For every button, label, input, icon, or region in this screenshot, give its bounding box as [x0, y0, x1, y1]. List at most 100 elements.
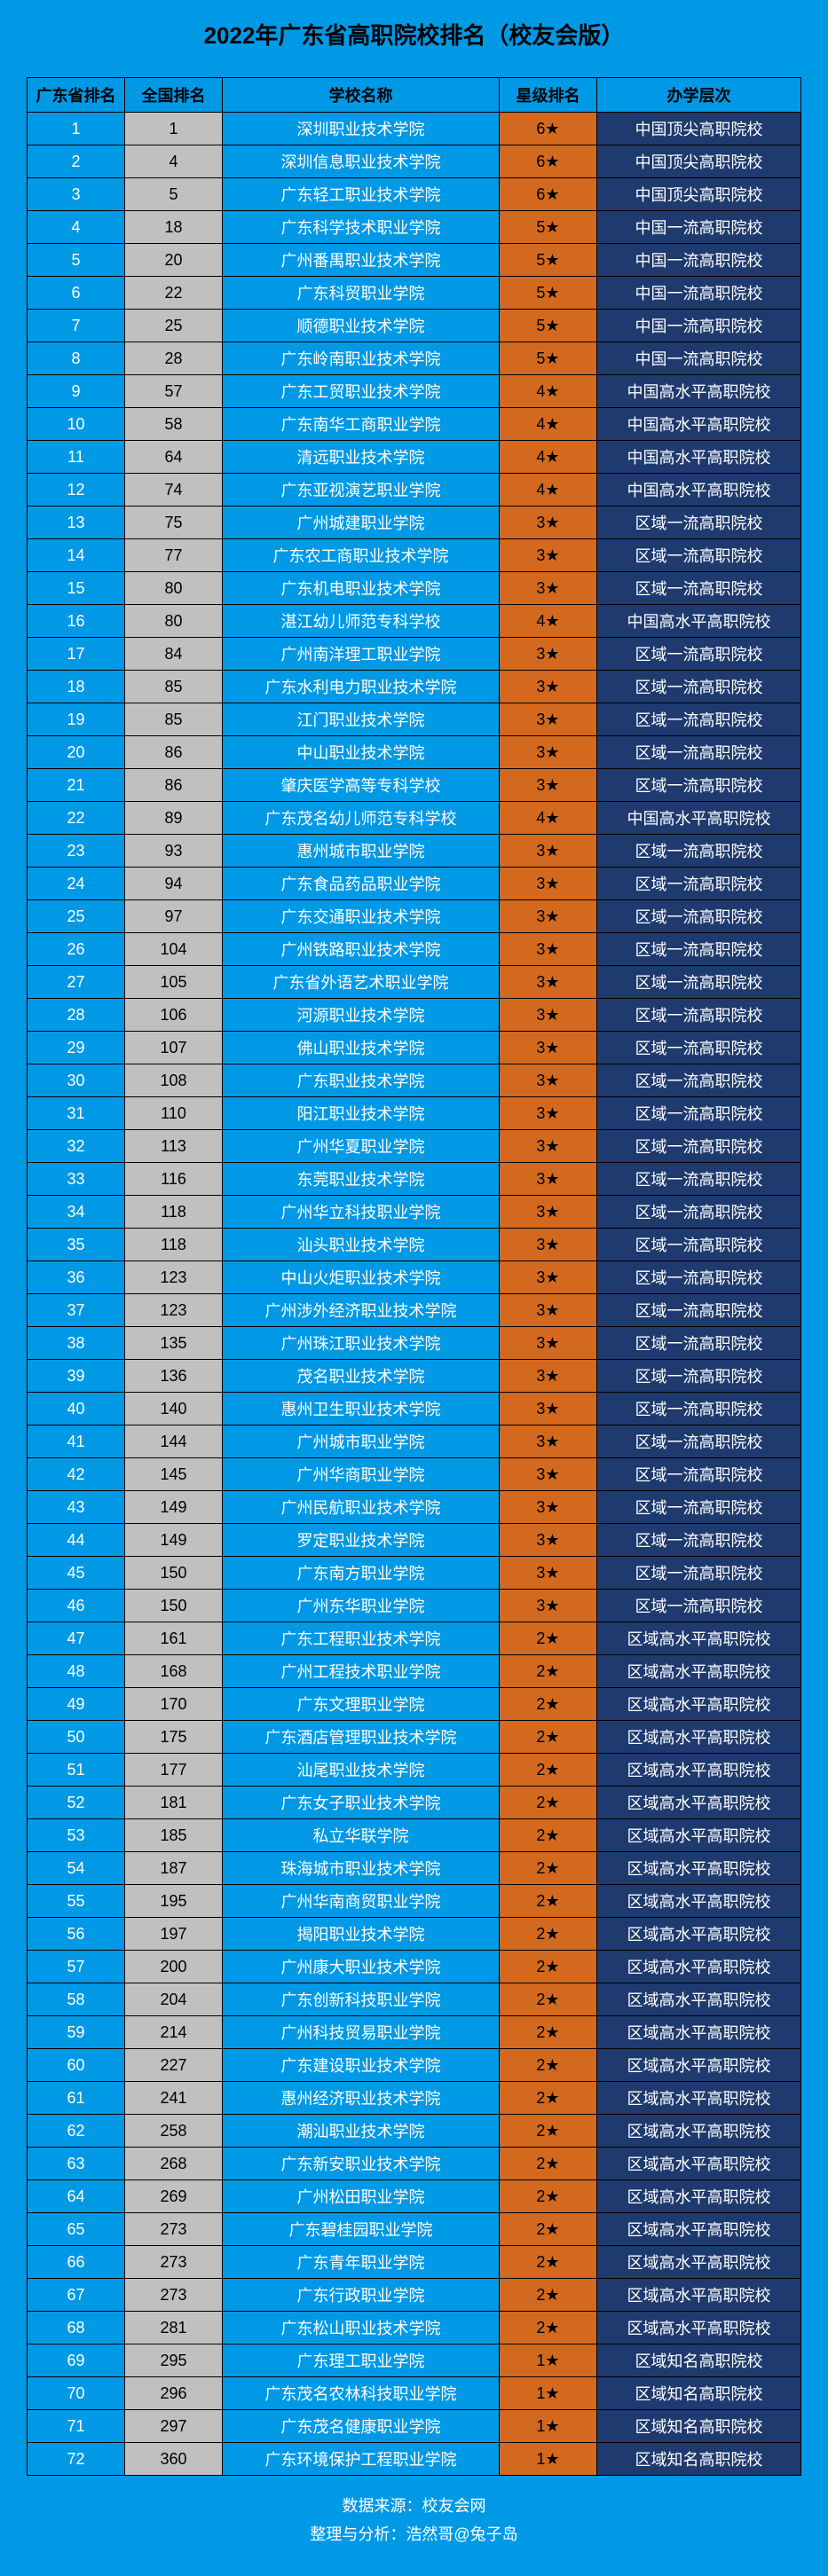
table-row: 58204广东创新科技职业学院2★区域高水平高职院校: [28, 1983, 801, 2016]
cell-nat: 185: [125, 1819, 223, 1852]
cell-level: 区域一流高职院校: [597, 999, 801, 1032]
cell-prov: 13: [28, 507, 125, 539]
cell-level: 区域一流高职院校: [597, 1064, 801, 1097]
cell-nat: 84: [125, 638, 223, 671]
cell-prov: 4: [28, 211, 125, 244]
cell-prov: 63: [28, 2148, 125, 2180]
cell-nat: 214: [125, 2016, 223, 2049]
cell-name: 广东职业技术学院: [223, 1064, 500, 1097]
table-row: 1784广州南洋理工职业学院3★区域一流高职院校: [28, 638, 801, 671]
col-header-prov: 广东省排名: [28, 78, 125, 113]
cell-nat: 18: [125, 211, 223, 244]
table-row: 70296广东茂名农林科技职业学院1★区域知名高职院校: [28, 2377, 801, 2410]
cell-nat: 104: [125, 933, 223, 966]
cell-name: 广东食品药品职业学院: [223, 868, 500, 900]
cell-prov: 39: [28, 1360, 125, 1393]
cell-name: 中山职业技术学院: [223, 736, 500, 769]
table-row: 61241惠州经济职业技术学院2★区域高水平高职院校: [28, 2082, 801, 2115]
cell-nat: 58: [125, 408, 223, 441]
ranking-table: 广东省排名 全国排名 学校名称 星级排名 办学层次 11深圳职业技术学院6★中国…: [27, 77, 801, 2476]
table-row: 42145广州华商职业学院3★区域一流高职院校: [28, 1458, 801, 1491]
cell-star: 3★: [500, 1524, 597, 1557]
cell-nat: 116: [125, 1163, 223, 1196]
cell-star: 4★: [500, 605, 597, 638]
cell-star: 3★: [500, 638, 597, 671]
cell-prov: 47: [28, 1622, 125, 1655]
cell-level: 区域一流高职院校: [597, 900, 801, 933]
table-row: 1058广东南华工商职业学院4★中国高水平高职院校: [28, 408, 801, 441]
cell-nat: 150: [125, 1590, 223, 1622]
cell-prov: 23: [28, 835, 125, 868]
cell-name: 阳江职业技术学院: [223, 1097, 500, 1130]
table-row: 50175广东酒店管理职业技术学院2★区域高水平高职院校: [28, 1721, 801, 1754]
page-title: 2022年广东省高职院校排名（校友会版）: [27, 18, 801, 51]
cell-star: 5★: [500, 342, 597, 375]
cell-nat: 80: [125, 572, 223, 605]
cell-nat: 123: [125, 1261, 223, 1294]
cell-name: 广东茂名健康职业学院: [223, 2410, 500, 2443]
cell-nat: 269: [125, 2180, 223, 2213]
cell-nat: 118: [125, 1196, 223, 1229]
cell-star: 4★: [500, 474, 597, 507]
cell-star: 2★: [500, 1622, 597, 1655]
cell-prov: 51: [28, 1754, 125, 1787]
cell-name: 东莞职业技术学院: [223, 1163, 500, 1196]
cell-prov: 32: [28, 1130, 125, 1163]
cell-star: 3★: [500, 1360, 597, 1393]
cell-nat: 86: [125, 736, 223, 769]
cell-name: 汕头职业技术学院: [223, 1229, 500, 1261]
cell-prov: 45: [28, 1557, 125, 1590]
table-row: 44149罗定职业技术学院3★区域一流高职院校: [28, 1524, 801, 1557]
cell-star: 6★: [500, 113, 597, 145]
cell-nat: 200: [125, 1951, 223, 1983]
cell-prov: 65: [28, 2213, 125, 2246]
cell-name: 广州工程技术职业学院: [223, 1655, 500, 1688]
cell-level: 区域一流高职院校: [597, 1327, 801, 1360]
table-row: 63268广东新安职业技术学院2★区域高水平高职院校: [28, 2148, 801, 2180]
cell-level: 区域一流高职院校: [597, 736, 801, 769]
table-row: 55195广州华南商贸职业学院2★区域高水平高职院校: [28, 1885, 801, 1918]
cell-name: 潮汕职业技术学院: [223, 2115, 500, 2148]
cell-star: 3★: [500, 539, 597, 572]
cell-name: 广东水利电力职业技术学院: [223, 671, 500, 703]
table-row: 828广东岭南职业技术学院5★中国一流高职院校: [28, 342, 801, 375]
table-row: 35广东轻工职业技术学院6★中国顶尖高职院校: [28, 178, 801, 211]
cell-prov: 72: [28, 2443, 125, 2476]
cell-name: 佛山职业技术学院: [223, 1032, 500, 1064]
cell-level: 区域一流高职院校: [597, 933, 801, 966]
cell-prov: 69: [28, 2344, 125, 2377]
table-row: 49170广东文理职业学院2★区域高水平高职院校: [28, 1688, 801, 1721]
table-row: 2289广东茂名幼儿师范专科学校4★中国高水平高职院校: [28, 802, 801, 835]
cell-name: 湛江幼儿师范专科学校: [223, 605, 500, 638]
table-row: 2597广东交通职业技术学院3★区域一流高职院校: [28, 900, 801, 933]
cell-prov: 5: [28, 244, 125, 277]
cell-nat: 118: [125, 1229, 223, 1261]
cell-name: 惠州经济职业技术学院: [223, 2082, 500, 2115]
cell-level: 区域一流高职院校: [597, 1163, 801, 1196]
cell-name: 广东文理职业学院: [223, 1688, 500, 1721]
cell-name: 广州松田职业学院: [223, 2180, 500, 2213]
cell-level: 区域高水平高职院校: [597, 1622, 801, 1655]
cell-nat: 281: [125, 2312, 223, 2344]
cell-level: 区域一流高职院校: [597, 539, 801, 572]
cell-name: 广东科学技术职业学院: [223, 211, 500, 244]
cell-prov: 28: [28, 999, 125, 1032]
cell-level: 中国一流高职院校: [597, 244, 801, 277]
table-row: 28106河源职业技术学院3★区域一流高职院校: [28, 999, 801, 1032]
table-row: 32113广州华夏职业学院3★区域一流高职院校: [28, 1130, 801, 1163]
cell-nat: 110: [125, 1097, 223, 1130]
cell-prov: 15: [28, 572, 125, 605]
cell-nat: 273: [125, 2246, 223, 2279]
cell-prov: 22: [28, 802, 125, 835]
cell-level: 区域高水平高职院校: [597, 2148, 801, 2180]
cell-star: 3★: [500, 736, 597, 769]
cell-star: 3★: [500, 1590, 597, 1622]
cell-star: 2★: [500, 1852, 597, 1885]
cell-prov: 61: [28, 2082, 125, 2115]
cell-name: 广东酒店管理职业技术学院: [223, 1721, 500, 1754]
cell-star: 5★: [500, 244, 597, 277]
cell-nat: 296: [125, 2377, 223, 2410]
cell-level: 中国高水平高职院校: [597, 605, 801, 638]
table-row: 48168广州工程技术职业学院2★区域高水平高职院校: [28, 1655, 801, 1688]
cell-nat: 97: [125, 900, 223, 933]
